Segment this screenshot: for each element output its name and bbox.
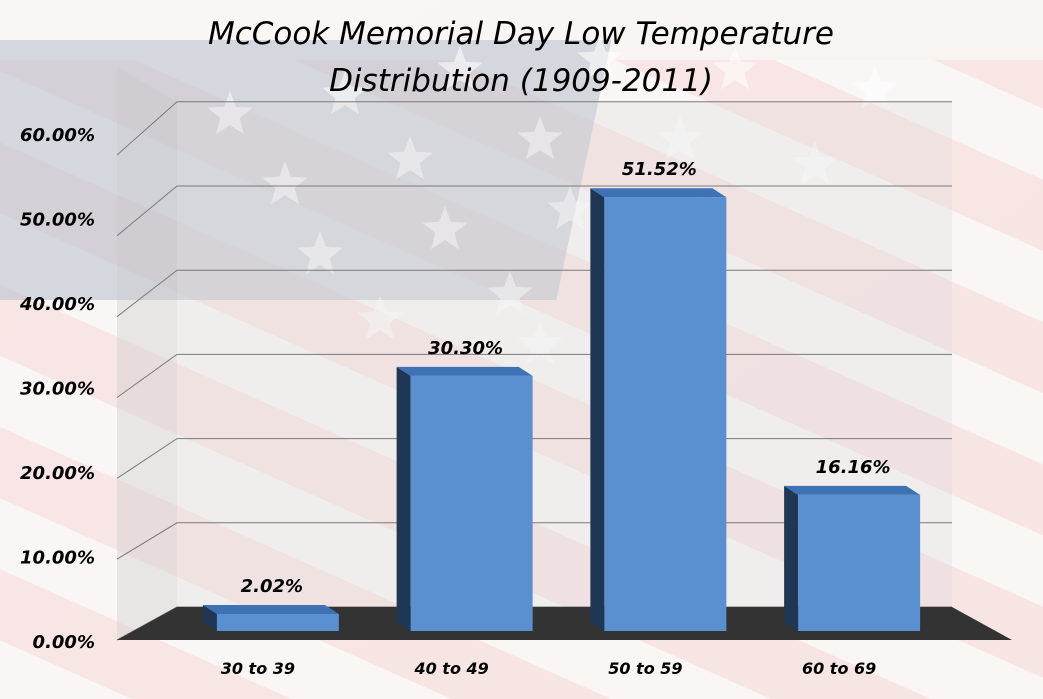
x-tick-label: 60 to 69: [802, 659, 876, 678]
y-tick-label: 0.00%: [33, 632, 95, 653]
star-icon: [547, 186, 593, 230]
star-icon: [517, 321, 563, 365]
star-icon: [487, 271, 533, 315]
y-axis-ticks: 0.00% 10.00% 20.00% 30.00% 40.00% 50.00% 60.00…: [19, 125, 95, 653]
data-label: 16.16%: [816, 457, 891, 478]
side-wall: [117, 66, 177, 641]
star-icon: [357, 296, 403, 340]
chart-subtitle: Distribution (1909-2011): [329, 63, 713, 99]
y-tick-label: 10.00%: [20, 548, 95, 569]
star-icon: [657, 116, 703, 160]
chart-title: McCook Memorial Day Low Temperature: [208, 16, 834, 52]
data-label: 2.02%: [241, 576, 303, 597]
y-tick-label: 60.00%: [20, 125, 95, 146]
data-labels: 2.02% 30.30% 51.52% 16.16%: [241, 159, 891, 597]
gridline: [116, 101, 952, 156]
y-tick-label: 20.00%: [20, 463, 95, 484]
x-tick-label: 50 to 59: [608, 659, 682, 678]
x-axis-ticks: 30 to 39 40 to 49 50 to 59 60 to 69: [221, 659, 877, 678]
bar: [216, 613, 339, 631]
gridline: [116, 185, 952, 237]
star-icon: [517, 116, 563, 160]
bar-top: [202, 604, 339, 614]
star-icon: [387, 136, 433, 180]
star-icon: [422, 206, 468, 250]
data-label: 30.30%: [428, 338, 503, 359]
star-icon: [437, 46, 483, 90]
x-tick-label: 30 to 39: [221, 659, 295, 678]
bar-side: [396, 366, 411, 631]
bar-top: [784, 485, 921, 495]
data-label: 51.52%: [622, 159, 697, 180]
x-tick-label: 40 to 49: [413, 659, 488, 678]
y-tick-label: 50.00%: [20, 210, 95, 231]
star-icon: [322, 71, 368, 115]
star-icon: [712, 46, 758, 90]
bar: [410, 375, 533, 631]
star-icon: [207, 91, 253, 135]
y-tick-label: 40.00%: [19, 294, 95, 315]
star-icon: [577, 36, 623, 80]
star-icon: [792, 141, 838, 185]
bar-top: [590, 188, 727, 198]
bar: [604, 197, 727, 631]
bar: [798, 494, 921, 631]
bar-top: [396, 366, 533, 376]
bar-side: [202, 604, 217, 631]
y-tick-label: 30.00%: [20, 379, 95, 400]
star-icon: [297, 231, 343, 275]
star-icon: [852, 66, 898, 110]
bar-side: [590, 188, 605, 631]
bar-side: [784, 485, 799, 631]
star-icon: [262, 161, 308, 205]
bars: [202, 188, 921, 631]
